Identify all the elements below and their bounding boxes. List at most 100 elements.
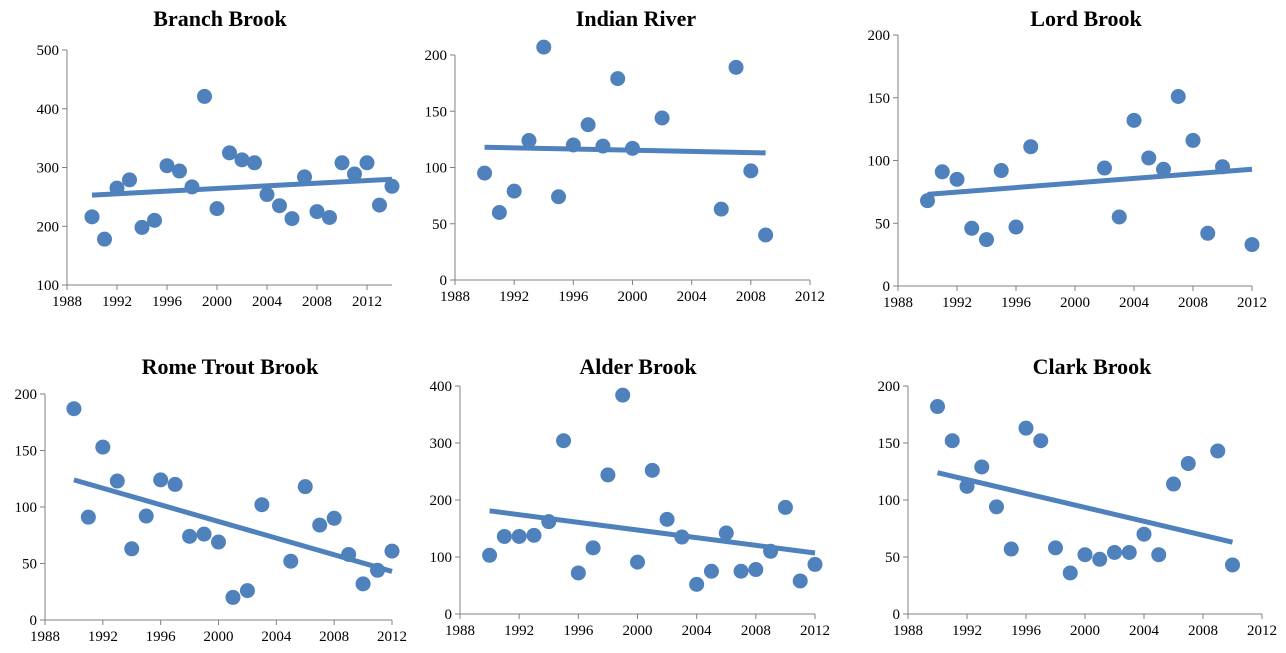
y-tick-label: 400: [430, 379, 453, 395]
data-point: [312, 517, 328, 533]
data-point: [1033, 433, 1049, 449]
y-tick-label: 500: [37, 43, 60, 59]
y-tick-label: 150: [878, 436, 901, 452]
data-point: [1170, 88, 1186, 104]
x-tick-label: 1988: [883, 295, 913, 311]
data-point: [585, 540, 601, 556]
chart-panel: Branch Brook 100 200 300 400 500 1988 1992 1996 2…: [37, 6, 400, 310]
data-point: [196, 526, 212, 542]
data-point: [491, 205, 507, 220]
data-point: [974, 459, 990, 475]
data-point: [944, 433, 960, 449]
data-point: [153, 472, 169, 488]
data-point: [1062, 565, 1078, 581]
x-tick-label: 1988: [445, 623, 475, 639]
data-point: [1141, 150, 1157, 166]
chart-panel: Lord Brook 0 50 100 150 200 1988 1992 1996 2000 20…: [868, 6, 1268, 311]
data-point: [1151, 547, 1167, 563]
x-tick-label: 2000: [618, 289, 648, 305]
data-point: [713, 201, 729, 217]
data-point: [372, 197, 387, 213]
data-point: [477, 165, 493, 181]
data-point: [334, 155, 350, 171]
y-tick-label: 200: [37, 219, 60, 235]
data-point: [807, 556, 823, 572]
y-tick-label: 0: [30, 613, 38, 629]
data-point: [124, 541, 140, 557]
x-tick-label: 2012: [352, 294, 382, 310]
data-point: [326, 510, 342, 526]
data-point: [777, 499, 793, 515]
chart-title: Branch Brook: [153, 6, 287, 31]
data-point: [97, 231, 112, 247]
data-point: [209, 201, 225, 217]
x-tick-label: 1988: [30, 629, 60, 645]
data-point: [989, 499, 1004, 515]
y-tick-label: 0: [445, 607, 453, 623]
y-tick-label: 400: [37, 102, 60, 118]
data-point: [600, 467, 616, 483]
data-point: [556, 433, 572, 449]
y-tick-label: 300: [430, 436, 453, 452]
data-point: [1097, 160, 1112, 176]
x-tick-label: 1992: [499, 289, 529, 305]
y-tick-label: 300: [37, 161, 60, 177]
data-point: [506, 183, 522, 199]
x-tick-label: 2012: [377, 629, 407, 645]
y-tick-label: 150: [15, 444, 38, 460]
data-point: [225, 589, 241, 605]
data-point: [384, 178, 400, 194]
y-tick-label: 200: [878, 379, 901, 395]
x-tick-label: 1996: [152, 294, 183, 310]
data-point: [359, 155, 375, 171]
y-tick-label: 150: [868, 91, 891, 107]
y-tick-label: 0: [440, 273, 448, 289]
x-tick-label: 2000: [204, 629, 234, 645]
data-point: [159, 158, 175, 174]
y-tick-label: 200: [430, 493, 453, 509]
data-point: [934, 164, 950, 180]
data-point: [272, 198, 287, 214]
data-point: [964, 220, 980, 236]
data-point: [1244, 237, 1260, 253]
x-tick-label: 2004: [1129, 623, 1160, 639]
data-point: [66, 401, 82, 417]
chart-panel: Indian River 0 50 100 150 200 1988 1992 1996 2000…: [425, 6, 826, 305]
x-tick-label: 1996: [563, 623, 594, 639]
x-tick-label: 1988: [893, 623, 923, 639]
x-tick-label: 1992: [88, 629, 118, 645]
data-point: [610, 71, 626, 87]
data-point: [536, 39, 552, 55]
data-point: [580, 117, 596, 133]
x-tick-label: 2004: [261, 629, 292, 645]
x-tick-label: 2008: [741, 623, 771, 639]
data-point: [309, 204, 325, 220]
data-point: [109, 180, 125, 196]
data-point: [283, 553, 299, 569]
data-point: [1023, 139, 1039, 155]
chart-title: Rome Trout Brook: [142, 354, 320, 379]
data-point: [1180, 456, 1196, 472]
data-point: [1077, 547, 1093, 563]
data-point: [1200, 225, 1216, 241]
y-tick-label: 200: [868, 28, 891, 44]
x-tick-label: 1996: [146, 629, 177, 645]
data-point: [1111, 209, 1127, 225]
data-point: [122, 172, 137, 188]
data-point: [1156, 161, 1171, 177]
x-tick-label: 1992: [504, 623, 534, 639]
y-tick-label: 50: [432, 217, 447, 233]
data-point: [654, 110, 670, 126]
data-point: [239, 583, 255, 599]
y-tick-label: 150: [425, 104, 448, 120]
data-point: [1225, 557, 1240, 573]
data-point: [184, 179, 200, 195]
data-point: [172, 163, 187, 179]
data-point: [949, 171, 965, 187]
data-point: [733, 563, 749, 579]
trendline: [484, 144, 766, 156]
data-point: [551, 189, 567, 205]
y-tick-label: 200: [15, 387, 38, 403]
data-point: [526, 527, 542, 543]
